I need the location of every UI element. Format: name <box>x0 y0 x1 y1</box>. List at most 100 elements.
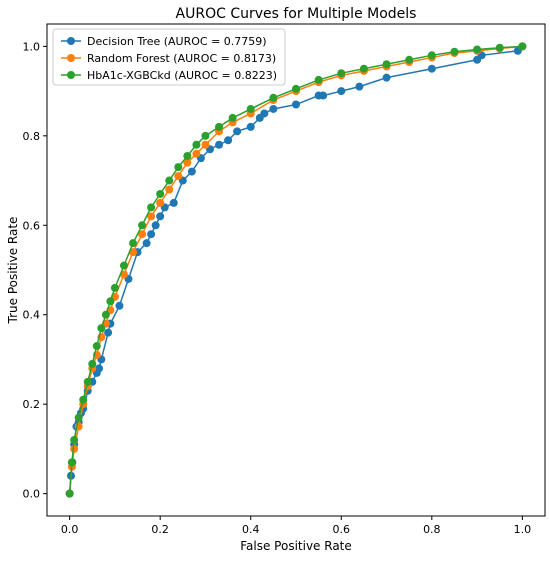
data-point <box>228 113 237 122</box>
data-point <box>292 84 300 93</box>
data-point <box>246 122 255 131</box>
data-point <box>95 364 104 373</box>
legend-label: HbA1c-XGBCkd (AUROC = 0.8223) <box>87 69 277 82</box>
data-point <box>269 93 278 102</box>
data-point <box>292 100 300 109</box>
data-point <box>382 60 391 69</box>
legend-entry: Random Forest (AUROC = 0.8173) <box>61 52 276 65</box>
data-point <box>183 158 192 167</box>
x-tick-label: 0.0 <box>61 523 79 536</box>
data-point <box>382 73 391 82</box>
data-point <box>79 395 88 404</box>
y-tick-label: 0.2 <box>23 398 41 411</box>
chart-title: AUROC Curves for Multiple Models <box>176 6 417 22</box>
data-point <box>187 167 196 176</box>
data-point <box>142 239 151 248</box>
legend-entry: HbA1c-XGBCkd (AUROC = 0.8223) <box>61 69 277 82</box>
data-point <box>156 189 165 198</box>
data-point <box>337 87 346 96</box>
data-point <box>147 212 156 221</box>
data-point <box>67 458 76 467</box>
data-point <box>473 45 482 54</box>
data-point <box>224 136 233 145</box>
y-tick-label: 0.4 <box>23 309 41 322</box>
data-point <box>70 435 79 444</box>
data-point <box>138 221 147 230</box>
data-point <box>156 212 165 221</box>
data-point <box>260 109 269 118</box>
data-point <box>427 51 436 60</box>
y-tick-label: 0.6 <box>23 219 41 232</box>
plot-area <box>65 42 527 498</box>
data-point <box>101 310 110 319</box>
data-point <box>147 203 156 212</box>
data-point <box>450 47 459 56</box>
data-point <box>165 185 174 194</box>
data-point <box>97 324 106 333</box>
axes-frame <box>46 23 546 517</box>
data-point <box>74 413 83 422</box>
data-point <box>165 176 174 185</box>
y-tick-label: 1.0 <box>23 40 41 53</box>
data-point <box>129 248 138 257</box>
data-point <box>65 489 74 498</box>
axes: 0.0 0.2 0.4 0.6 0.8 1.0 0.0 0.2 0.4 0.6 0.8 1.0 <box>23 23 546 536</box>
x-tick-label: 0.6 <box>333 523 351 536</box>
data-point <box>151 221 160 230</box>
x-tick-label: 0.2 <box>151 523 169 536</box>
data-point <box>314 75 323 84</box>
legend-entry: Decision Tree (AUROC = 0.7759) <box>61 35 267 48</box>
legend-swatch-marker <box>67 54 75 62</box>
data-point <box>174 163 183 172</box>
data-point <box>201 131 210 140</box>
data-point <box>147 230 156 239</box>
legend-swatch-marker <box>67 37 75 45</box>
data-point <box>337 69 346 78</box>
data-point <box>355 82 364 91</box>
data-point <box>269 104 278 113</box>
data-point <box>92 342 101 351</box>
data-point <box>319 91 328 100</box>
data-point <box>169 198 178 207</box>
y-tick-label: 0.8 <box>23 130 41 143</box>
data-point <box>215 140 224 149</box>
data-point <box>106 297 115 306</box>
y-tick-label: 0.0 <box>23 488 41 501</box>
data-point <box>88 359 97 368</box>
x-tick-label: 1.0 <box>514 523 532 536</box>
data-point <box>215 122 224 131</box>
data-point <box>192 140 201 149</box>
data-point <box>156 198 165 207</box>
data-point <box>129 239 138 248</box>
data-point <box>359 64 368 73</box>
data-point <box>115 301 124 310</box>
data-point <box>183 151 192 160</box>
data-point <box>70 444 79 453</box>
data-point <box>138 230 147 239</box>
legend-box <box>52 28 286 86</box>
x-tick-label: 0.8 <box>423 523 441 536</box>
data-point <box>83 377 92 386</box>
data-point <box>174 172 183 181</box>
series-3 <box>65 42 527 498</box>
y-axis-label: True Positive Rate <box>6 217 20 325</box>
x-axis-label: False Positive Rate <box>240 539 352 553</box>
legend: Decision Tree (AUROC = 0.7759) Random For… <box>52 28 286 86</box>
data-point <box>427 64 436 73</box>
legend-swatch-marker <box>67 71 75 79</box>
data-point <box>246 104 255 113</box>
x-tick-label: 0.4 <box>242 523 260 536</box>
data-point <box>405 55 414 64</box>
data-point <box>518 42 527 51</box>
data-point <box>119 261 128 270</box>
data-point <box>104 328 113 337</box>
data-point <box>495 43 504 52</box>
data-point <box>192 149 201 158</box>
data-point <box>233 127 242 136</box>
legend-label: Random Forest (AUROC = 0.8173) <box>87 52 276 65</box>
data-point <box>201 140 210 149</box>
data-point <box>110 283 119 292</box>
